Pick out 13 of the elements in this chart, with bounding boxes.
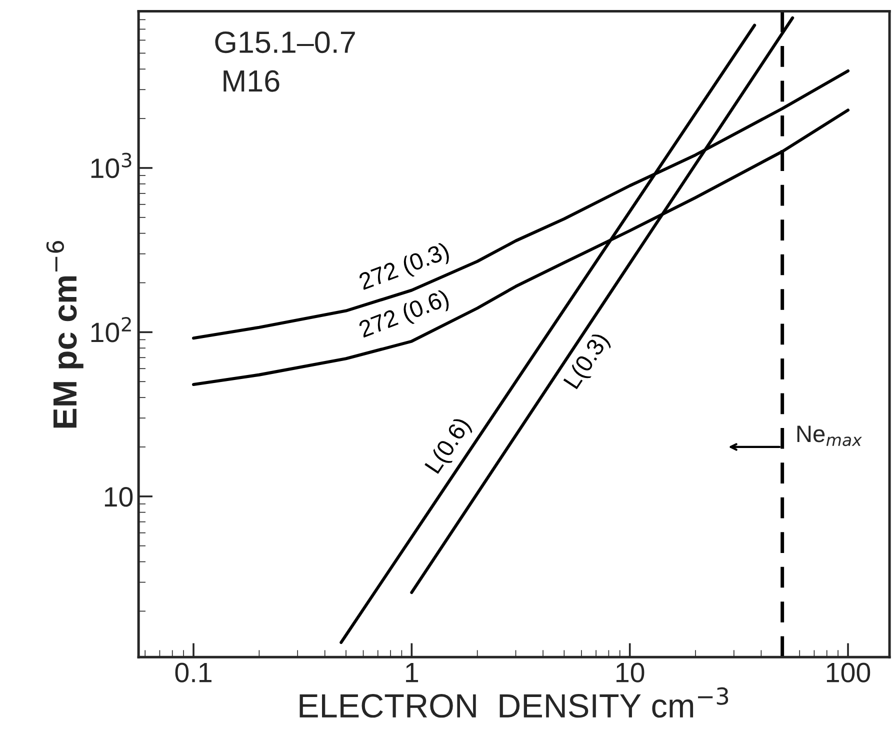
x-tick-label: 10 [616, 662, 644, 682]
text: 272 (0.6) [358, 288, 452, 342]
x-tick-label: 100 [826, 662, 870, 682]
y-tick-label: 10$^{2}$ [91, 316, 131, 342]
x-tick-label: 0.1 [175, 662, 212, 682]
annotation: M16 [224, 70, 280, 92]
x-axis-title: ELECTRON DENSITY cm$^{−3}$ [300, 687, 728, 718]
y-tick-label: 10$^{3}$ [91, 152, 132, 178]
ref-line-label: Ne$_{max}$ [797, 426, 862, 446]
y-tick-label: 10 [104, 487, 133, 507]
annotation: G15.1–0.7 [215, 31, 355, 54]
x-tick-label: 1 [406, 663, 418, 682]
y-axis-title: EM pc cm$^{−6}$ [46, 241, 84, 428]
